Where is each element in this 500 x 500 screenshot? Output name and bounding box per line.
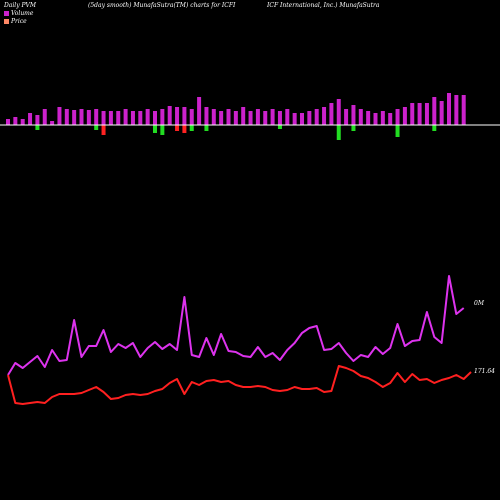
volume-bar-up — [366, 111, 371, 125]
volume-bar-up — [57, 107, 62, 125]
volume-bar-down — [153, 125, 157, 133]
volume-bar-up — [167, 106, 172, 125]
volume-bar-up — [270, 109, 275, 125]
volume-bar-up — [277, 111, 282, 125]
volume-bar-down — [35, 125, 40, 130]
volume-bar-up — [101, 111, 106, 125]
volume-bar-up — [79, 109, 84, 125]
volume-bar-up — [189, 109, 194, 125]
volume-bar-up — [351, 105, 356, 125]
volume-bar-up — [64, 109, 69, 125]
volume-bar-up — [388, 113, 393, 125]
volume-bar-up — [204, 107, 209, 125]
volume-bar-up — [13, 117, 18, 125]
volume-bar-up — [219, 111, 224, 125]
volume-bar-up — [226, 109, 231, 125]
volume-bar-up — [35, 115, 40, 125]
volume-bar-down — [395, 125, 400, 137]
volume-bar-up — [6, 119, 10, 125]
volume-bar-red — [101, 125, 106, 135]
volume-bar-up — [454, 95, 459, 125]
volume-bar-up — [42, 109, 47, 125]
volume-bar-up — [439, 101, 444, 125]
volume-bar-up — [447, 93, 451, 125]
volume-bar-down — [336, 125, 341, 140]
volume-bar-up — [28, 113, 33, 125]
volume-bar-up — [182, 107, 187, 125]
volume-bar-up — [175, 107, 180, 125]
volume-bar-up — [72, 110, 77, 125]
volume-bar-up — [329, 103, 334, 125]
volume-bar-up — [307, 111, 312, 125]
volume-bar-up — [322, 107, 327, 125]
chart-title-left: Daily PVM — [4, 2, 37, 9]
volume-bar-up — [211, 109, 216, 125]
volume-bar-up — [432, 97, 437, 125]
volume-bar-up — [373, 113, 378, 125]
volume-bar-up — [380, 111, 385, 125]
volume-bar-up — [424, 103, 429, 125]
volume-bar-up — [300, 113, 304, 125]
volume-bar-down — [189, 125, 194, 131]
volume-bar-up — [395, 109, 400, 125]
volume-bar-up — [145, 109, 150, 125]
volume-bar-up — [402, 107, 407, 125]
volume-bar-up — [255, 109, 260, 125]
volume-bar-up — [461, 95, 466, 125]
price-line — [7, 365, 472, 405]
volume-bar-up — [20, 119, 25, 125]
volume-bar-up — [153, 111, 157, 125]
volume-bar-down — [432, 125, 437, 131]
volume-value-label: 0M — [474, 300, 485, 307]
volume-bar-up — [314, 109, 319, 125]
legend-volume-label: Volume — [11, 10, 34, 17]
volume-bar-down — [160, 125, 165, 135]
price-value-label: 171.64 — [474, 368, 495, 375]
volume-bar-up — [336, 99, 341, 125]
volume-bar-up — [86, 110, 91, 125]
volume-bar-up — [410, 103, 415, 125]
legend-volume: Volume — [4, 10, 33, 17]
volume-bar-up — [197, 97, 202, 125]
volume-bar-up — [108, 111, 113, 125]
volume-bar-up — [285, 109, 290, 125]
legend-price-swatch — [4, 19, 9, 24]
volume-bar-up — [116, 111, 121, 125]
volume-bar-up — [123, 109, 128, 125]
legend-volume-swatch — [4, 11, 9, 16]
volume-bar-up — [417, 103, 422, 125]
volume-bar-up — [160, 109, 165, 125]
volume-bar-up — [344, 109, 349, 125]
volume-bar-up — [138, 111, 143, 125]
volume-line — [7, 275, 465, 376]
legend-price-label: Price — [11, 18, 27, 25]
volume-bar-up — [233, 111, 238, 125]
volume-bar-red — [182, 125, 187, 133]
volume-bar-up — [94, 109, 99, 125]
volume-bar-red — [175, 125, 180, 131]
volume-bar-down — [204, 125, 209, 131]
volume-bar-up — [130, 111, 135, 125]
volume-bar-down — [94, 125, 99, 130]
volume-bar-up — [50, 121, 55, 125]
volume-bar-up — [241, 107, 246, 125]
volume-bar-up — [358, 109, 363, 125]
volume-bar-down — [351, 125, 356, 131]
legend-price: Price — [4, 18, 27, 25]
volume-bar-up — [263, 111, 268, 125]
chart-title-right: ICF International, Inc.) MunafaSutra — [267, 2, 380, 9]
volume-bar-up — [292, 113, 297, 125]
volume-bar-down — [277, 125, 282, 129]
chart-title-mid: (5day smooth) MunafaSutra(TM) charts for… — [88, 2, 236, 9]
volume-bar-up — [248, 111, 253, 125]
